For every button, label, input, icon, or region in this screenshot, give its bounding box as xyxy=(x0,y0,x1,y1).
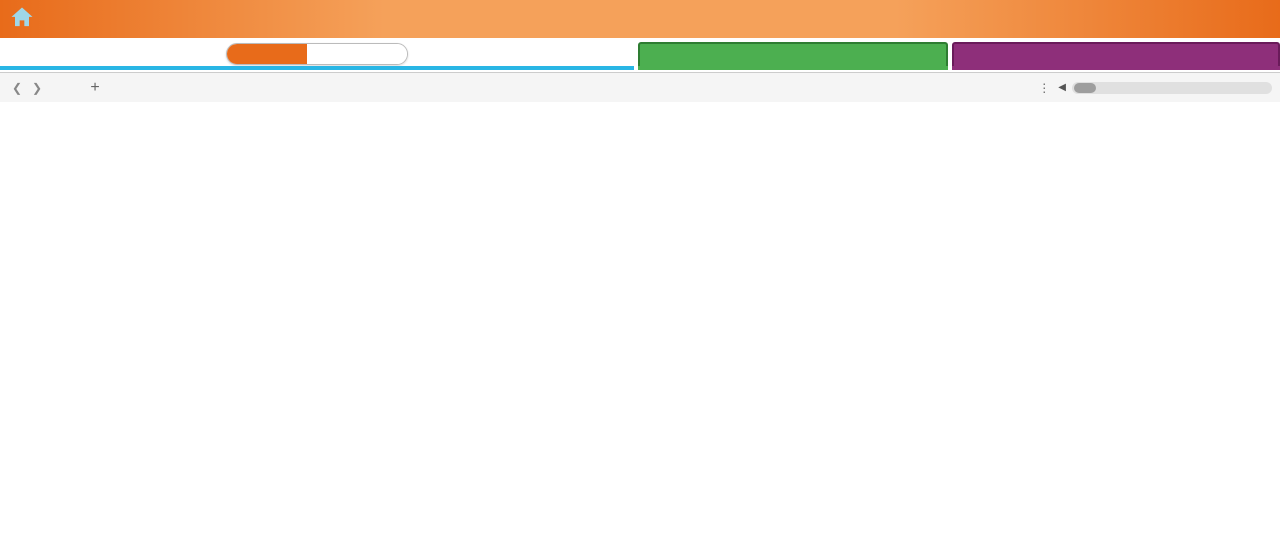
mtd-header xyxy=(638,42,948,66)
mtd-table xyxy=(638,66,948,70)
scroll-left-icon[interactable]: ◀ xyxy=(1058,82,1066,93)
kpi-definition-table xyxy=(0,66,634,70)
horizontal-scrollbar[interactable] xyxy=(1072,82,1272,94)
home-icon[interactable] xyxy=(8,4,36,32)
add-sheet-button[interactable]: + xyxy=(82,77,108,99)
select-month-label xyxy=(227,44,307,64)
month-selector xyxy=(0,42,634,66)
scrollbar-thumb[interactable] xyxy=(1074,83,1096,93)
tab-prev-icon[interactable]: ❮ xyxy=(8,79,26,97)
select-month-value[interactable] xyxy=(307,44,407,64)
ytd-table xyxy=(952,66,1280,70)
sheet-tab-bar: ❮ ❯ + ⋮ ◀ xyxy=(0,72,1280,102)
tab-menu-icon[interactable]: ⋮ xyxy=(1038,81,1052,95)
title-banner xyxy=(0,0,1280,38)
tab-next-icon[interactable]: ❯ xyxy=(28,79,46,97)
ytd-header xyxy=(952,42,1280,66)
